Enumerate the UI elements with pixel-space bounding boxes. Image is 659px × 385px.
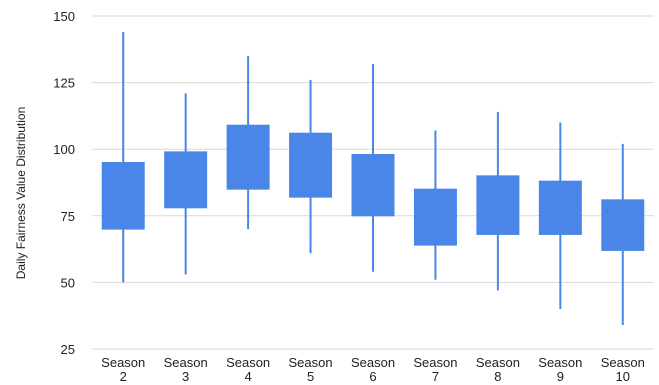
x-tick-line: 5 (307, 369, 314, 384)
candle-body-5 (351, 154, 395, 217)
y-tick-150: 150 (53, 9, 75, 24)
candle-8 (538, 122, 582, 310)
candle-body-2 (164, 151, 208, 209)
y-tick-25: 25 (61, 342, 75, 357)
candle-1 (101, 31, 145, 283)
x-tick-line: Season (413, 355, 457, 370)
x-tick-5: Season 6 (351, 355, 395, 384)
candle-6 (413, 130, 457, 280)
x-tick-line: Season (164, 355, 208, 370)
x-tick-8: Season 9 (538, 355, 582, 384)
y-tick-100: 100 (53, 142, 75, 157)
candle-4 (289, 79, 333, 254)
y-tick-125: 125 (53, 76, 75, 91)
candle-body-8 (538, 180, 582, 235)
candle-body-6 (413, 188, 457, 246)
x-tick-7: Season 8 (476, 355, 520, 384)
candle-7 (476, 111, 520, 291)
x-tick-line: 10 (616, 369, 630, 384)
x-tick-9: Season 10 (601, 355, 645, 384)
x-tick-line: 3 (182, 369, 189, 384)
x-tick-line: 2 (120, 369, 127, 384)
y-tick-75: 75 (61, 209, 75, 224)
candle-body-4 (289, 132, 333, 198)
candle-body-9 (601, 199, 645, 251)
chart-marks (101, 31, 645, 326)
candle-body-1 (101, 162, 145, 230)
y-axis-ticks: 25 50 75 100 125 150 (53, 9, 75, 357)
x-tick-line: Season (101, 355, 145, 370)
x-tick-line: 8 (494, 369, 501, 384)
candle-2 (164, 93, 208, 275)
candle-body-3 (226, 124, 270, 190)
x-tick-line: Season (351, 355, 395, 370)
x-tick-line: 4 (244, 369, 251, 384)
x-tick-6: Season 7 (413, 355, 457, 384)
x-tick-line: Season (601, 355, 645, 370)
x-tick-line: Season (289, 355, 333, 370)
y-tick-50: 50 (61, 275, 75, 290)
candle-3 (226, 55, 270, 230)
candle-9 (601, 143, 645, 326)
x-tick-line: 6 (369, 369, 376, 384)
candle-5 (351, 63, 395, 272)
x-tick-line: Season (538, 355, 582, 370)
x-tick-line: 7 (432, 369, 439, 384)
x-tick-1: Season 2 (101, 355, 145, 384)
x-tick-line: 9 (557, 369, 564, 384)
x-tick-2: Season 3 (164, 355, 208, 384)
candle-body-7 (476, 175, 520, 235)
x-tick-line: Season (476, 355, 520, 370)
x-tick-4: Season 5 (289, 355, 333, 384)
x-tick-3: Season 4 (226, 355, 270, 384)
y-axis-label: Daily Fairness Value Distribution (14, 107, 28, 280)
x-tick-line: Season (226, 355, 270, 370)
